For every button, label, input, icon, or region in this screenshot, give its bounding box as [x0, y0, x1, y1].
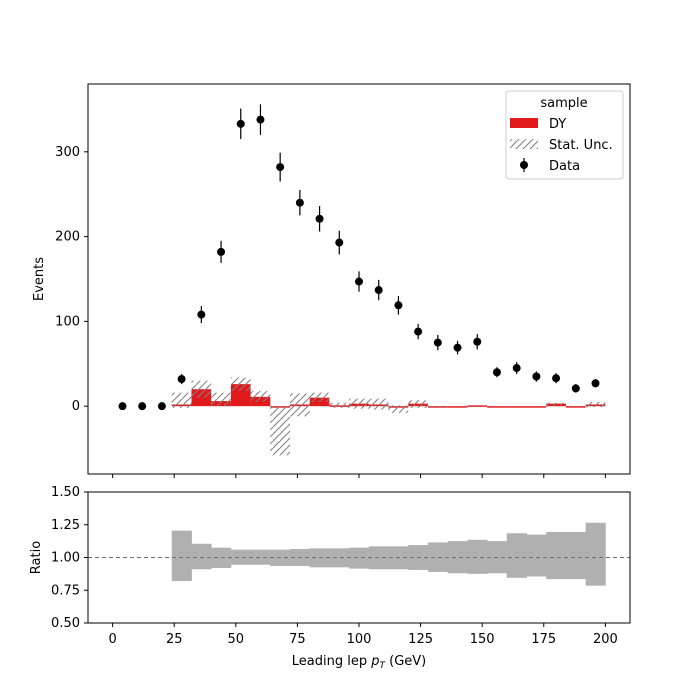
legend-title: sample	[540, 96, 587, 111]
stat-unc-band	[250, 390, 271, 402]
stat-unc-band	[427, 406, 448, 408]
data-point	[217, 247, 226, 256]
x-axis-label: Leading lep pT (GeV)	[292, 654, 426, 671]
x-axis-label-part: T	[379, 661, 386, 671]
ratio-x-tick-label: 0	[108, 632, 116, 647]
ratio-unc-band	[506, 533, 527, 578]
legend-swatch-stat-unc	[510, 139, 538, 149]
data-point	[453, 343, 462, 352]
data-point	[295, 198, 304, 207]
legend-frame	[505, 90, 624, 180]
data-point	[276, 163, 285, 172]
data-point	[591, 379, 600, 388]
ratio-x-tick-label: 75	[289, 632, 306, 647]
legend: sample DY Stat. Unc. Data	[505, 90, 624, 180]
data-point	[256, 115, 265, 124]
y-tick-label: 200	[55, 230, 80, 245]
data-point	[473, 337, 482, 346]
ratio-unc-band	[191, 543, 212, 570]
data-point	[236, 119, 245, 128]
ratio-unc-band	[250, 549, 271, 565]
ratio-unc-band	[585, 522, 606, 586]
x-axis-label-part: (GeV)	[385, 654, 426, 669]
stat-unc-band	[270, 406, 291, 456]
legend-label: Stat. Unc.	[549, 138, 613, 153]
stat-unc-band	[329, 402, 350, 408]
y-tick-label: 100	[55, 314, 80, 329]
data-point	[138, 402, 147, 411]
ratio-x-tick-label: 200	[593, 632, 618, 647]
ratio-x-tick-label: 175	[531, 632, 556, 647]
ratio-y-tick-label: 1.00	[51, 551, 80, 566]
data-point	[177, 375, 186, 384]
ratio-unc-band	[230, 549, 251, 565]
ratio-panel: 0.50 0.75 1.00 1.25 1.50 0 25 50 75 100 125 150 175 2…	[29, 485, 631, 671]
ratio-y-tick-label: 0.75	[51, 583, 80, 598]
ratio-x-tick-label: 50	[228, 632, 245, 647]
data-point	[571, 384, 580, 393]
ratio-x-tick-label: 125	[408, 632, 433, 647]
stat-unc-band	[349, 398, 369, 409]
x-axis-label-part: Leading lep	[292, 654, 371, 669]
stat-unc-band	[585, 401, 606, 408]
data-point	[374, 286, 383, 295]
ratio-y-tick-label: 1.25	[51, 518, 80, 533]
ratio-y-axis-label: Ratio	[29, 541, 44, 574]
legend-label: Data	[549, 159, 580, 174]
data-point	[335, 238, 344, 247]
x-axis-label-part: p	[370, 654, 379, 669]
stat-unc-band	[368, 398, 389, 410]
ratio-unc-band	[546, 531, 567, 580]
stat-unc-band	[309, 392, 330, 402]
ratio-unc-band	[171, 530, 192, 582]
ratio-x-tick-label: 150	[470, 632, 495, 647]
stat-unc-band	[211, 392, 231, 407]
stat-unc-band	[191, 380, 212, 398]
ratio-unc-band	[526, 534, 547, 577]
data-point	[315, 214, 324, 223]
ratio-y-tick-label: 1.50	[51, 485, 80, 500]
stat-unc-band	[467, 405, 488, 407]
legend-swatch-data	[520, 161, 528, 169]
stat-unc-band	[408, 400, 428, 408]
data-point	[394, 301, 403, 310]
data-point	[355, 277, 363, 286]
stat-unc-band	[388, 405, 409, 413]
stat-unc-band	[290, 393, 310, 417]
legend-label: DY	[549, 117, 566, 132]
ratio-x-tick-label: 25	[166, 632, 183, 647]
data-point	[512, 364, 521, 373]
dy-bar	[565, 406, 586, 408]
data-point	[157, 402, 166, 411]
main-panel: 0 100 200 300 Events sample DY Stat. Unc. Data	[32, 83, 631, 478]
ratio-unc-band	[447, 541, 468, 574]
dy-bar	[447, 406, 468, 408]
dy-bar	[487, 406, 507, 408]
dy-bar	[526, 406, 547, 408]
data-point	[552, 374, 561, 383]
ratio-x-tick-label: 100	[347, 632, 372, 647]
data-point	[433, 338, 442, 347]
data-point	[532, 372, 541, 381]
dy-bar	[506, 406, 527, 408]
data-point	[197, 310, 206, 319]
y-axis-label: Events	[32, 257, 47, 301]
y-tick-label: 300	[55, 145, 80, 160]
data-point	[492, 368, 501, 377]
stat-unc-band	[171, 392, 192, 408]
ratio-unc-band	[565, 531, 587, 580]
legend-swatch-dy	[510, 118, 538, 128]
data-point	[118, 402, 127, 411]
ratio-y-tick-label: 0.50	[51, 616, 80, 631]
ratio-unc-band	[349, 547, 370, 569]
stat-unc-band	[546, 402, 566, 406]
y-tick-label: 0	[72, 399, 80, 414]
ratio-unc-band	[329, 548, 350, 568]
stat-unc-band	[230, 377, 251, 391]
data-point	[414, 327, 423, 336]
ratio-unc-band	[467, 539, 488, 574]
